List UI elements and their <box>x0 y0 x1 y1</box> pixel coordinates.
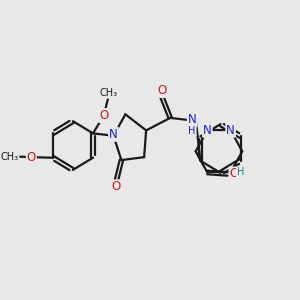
Text: O: O <box>27 151 36 164</box>
Text: H: H <box>188 126 196 136</box>
Text: CH₃: CH₃ <box>99 88 117 98</box>
Text: H: H <box>237 167 244 177</box>
Text: N: N <box>188 113 197 126</box>
Text: N: N <box>226 124 235 137</box>
Text: O: O <box>99 109 108 122</box>
Text: CH₃: CH₃ <box>1 152 19 161</box>
Text: O: O <box>157 84 167 97</box>
Text: N: N <box>109 128 118 141</box>
Text: O: O <box>112 180 121 194</box>
Text: N: N <box>203 124 212 137</box>
Text: O: O <box>230 167 238 180</box>
